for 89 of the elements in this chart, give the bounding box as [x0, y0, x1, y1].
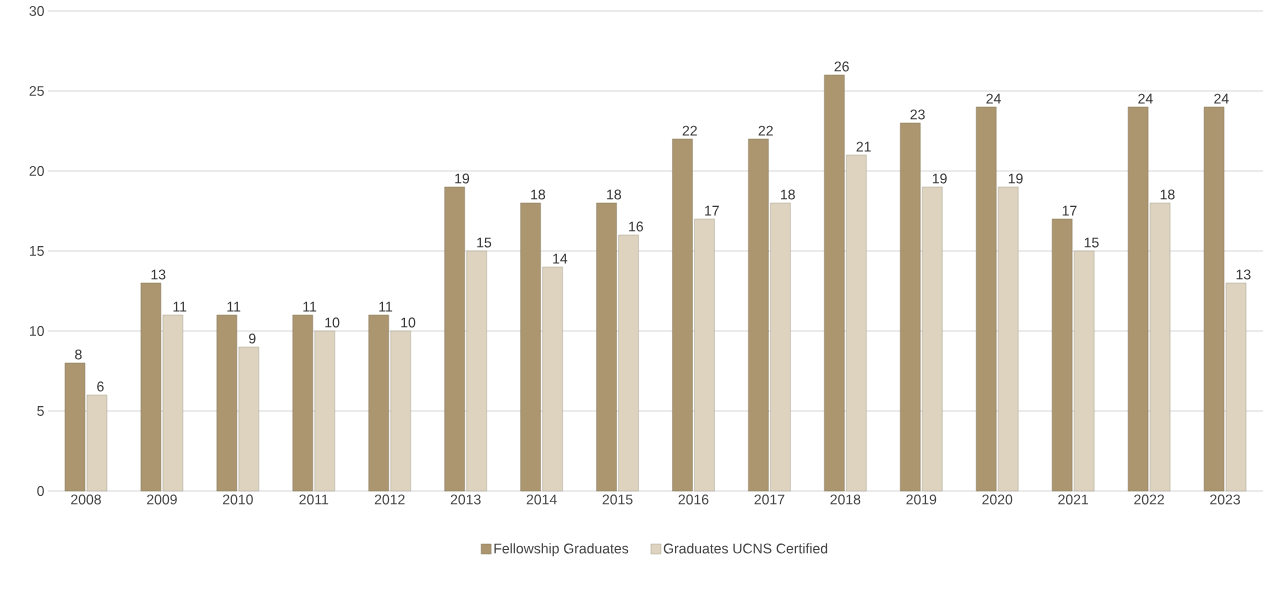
bar [1073, 250, 1095, 492]
data-label: 19 [1008, 173, 1023, 184]
data-label: 24 [1138, 93, 1153, 104]
data-label: 15 [1084, 237, 1099, 248]
data-label: 6 [97, 381, 104, 392]
y-tick-label: 20 [29, 166, 44, 176]
x-tick-label: 2021 [1058, 494, 1089, 505]
bar [444, 186, 465, 492]
data-label: 24 [986, 93, 1001, 104]
bar [390, 330, 411, 492]
bar [922, 186, 943, 492]
bar [314, 330, 335, 492]
x-tick-label: 2011 [299, 494, 329, 505]
x-tick-label: 2013 [450, 494, 481, 505]
data-label: 11 [379, 301, 393, 312]
data-label: 16 [629, 221, 644, 232]
y-tick-label: 5 [37, 406, 44, 416]
bar [216, 314, 238, 492]
bar [542, 266, 563, 492]
data-label: 21 [856, 141, 871, 152]
bar [162, 314, 184, 492]
bar [1149, 202, 1171, 492]
x-tick-label: 2009 [147, 494, 177, 505]
x-tick-label: 2008 [71, 494, 101, 505]
legend-label: Fellowship Graduates [494, 543, 629, 557]
data-label: 22 [682, 125, 697, 136]
bar [238, 346, 260, 492]
data-label: 9 [249, 333, 256, 344]
bar [64, 362, 86, 492]
y-tick-label: 15 [29, 246, 44, 256]
x-tick-label: 2018 [830, 494, 861, 505]
data-label: 8 [75, 349, 82, 360]
bar [1051, 218, 1073, 492]
bar [368, 314, 389, 492]
bar [140, 282, 162, 492]
bar [900, 122, 921, 492]
bar [466, 250, 487, 492]
bar [846, 154, 867, 492]
bar [596, 202, 617, 492]
bar [1225, 282, 1247, 492]
x-tick-label: 2014 [526, 494, 557, 505]
data-label: 23 [910, 109, 925, 120]
bar [520, 202, 541, 492]
y-tick-label: 10 [29, 326, 44, 336]
bar [976, 106, 997, 492]
data-label: 15 [477, 237, 492, 248]
bar [824, 74, 845, 492]
x-tick-label: 2016 [678, 494, 709, 505]
data-label: 26 [834, 61, 849, 72]
data-label: 17 [1062, 205, 1077, 216]
data-label: 24 [1214, 93, 1229, 104]
data-label: 18 [1160, 189, 1175, 200]
x-tick-label: 2022 [1134, 494, 1164, 505]
y-tick-label: 0 [37, 486, 44, 496]
data-label: 18 [531, 189, 546, 200]
data-label: 11 [227, 301, 241, 312]
bar [748, 138, 769, 492]
data-label: 10 [325, 317, 340, 328]
data-label: 18 [780, 189, 795, 200]
data-label: 13 [151, 269, 166, 280]
y-tick-label: 25 [29, 86, 44, 96]
data-label: 18 [607, 189, 622, 200]
data-label: 22 [758, 125, 773, 136]
bar [292, 314, 313, 492]
data-label: 17 [705, 205, 719, 216]
bar [1127, 106, 1149, 492]
data-label: 14 [553, 253, 568, 264]
data-label: 13 [1236, 269, 1251, 280]
data-label: 19 [455, 173, 470, 184]
data-label: 19 [932, 173, 947, 184]
data-label: 11 [173, 301, 187, 312]
x-tick-label: 2020 [982, 494, 1013, 505]
legend-label: Graduates UCNS Certified [663, 543, 828, 554]
x-tick-label: 2015 [602, 494, 633, 505]
x-tick-label: 2010 [222, 494, 253, 505]
x-tick-label: 2012 [374, 494, 405, 505]
data-label: 11 [303, 301, 317, 312]
bar [86, 394, 108, 492]
bar [694, 218, 715, 492]
bar [998, 186, 1019, 492]
y-tick-label: 30 [29, 6, 44, 16]
x-tick-label: 2017 [754, 494, 785, 505]
x-tick-label: 2023 [1210, 494, 1240, 505]
bar [672, 138, 693, 492]
bar [1203, 106, 1225, 492]
bar [770, 202, 791, 492]
bar [618, 234, 639, 492]
x-tick-label: 2019 [906, 494, 937, 505]
data-label: 10 [401, 317, 416, 328]
